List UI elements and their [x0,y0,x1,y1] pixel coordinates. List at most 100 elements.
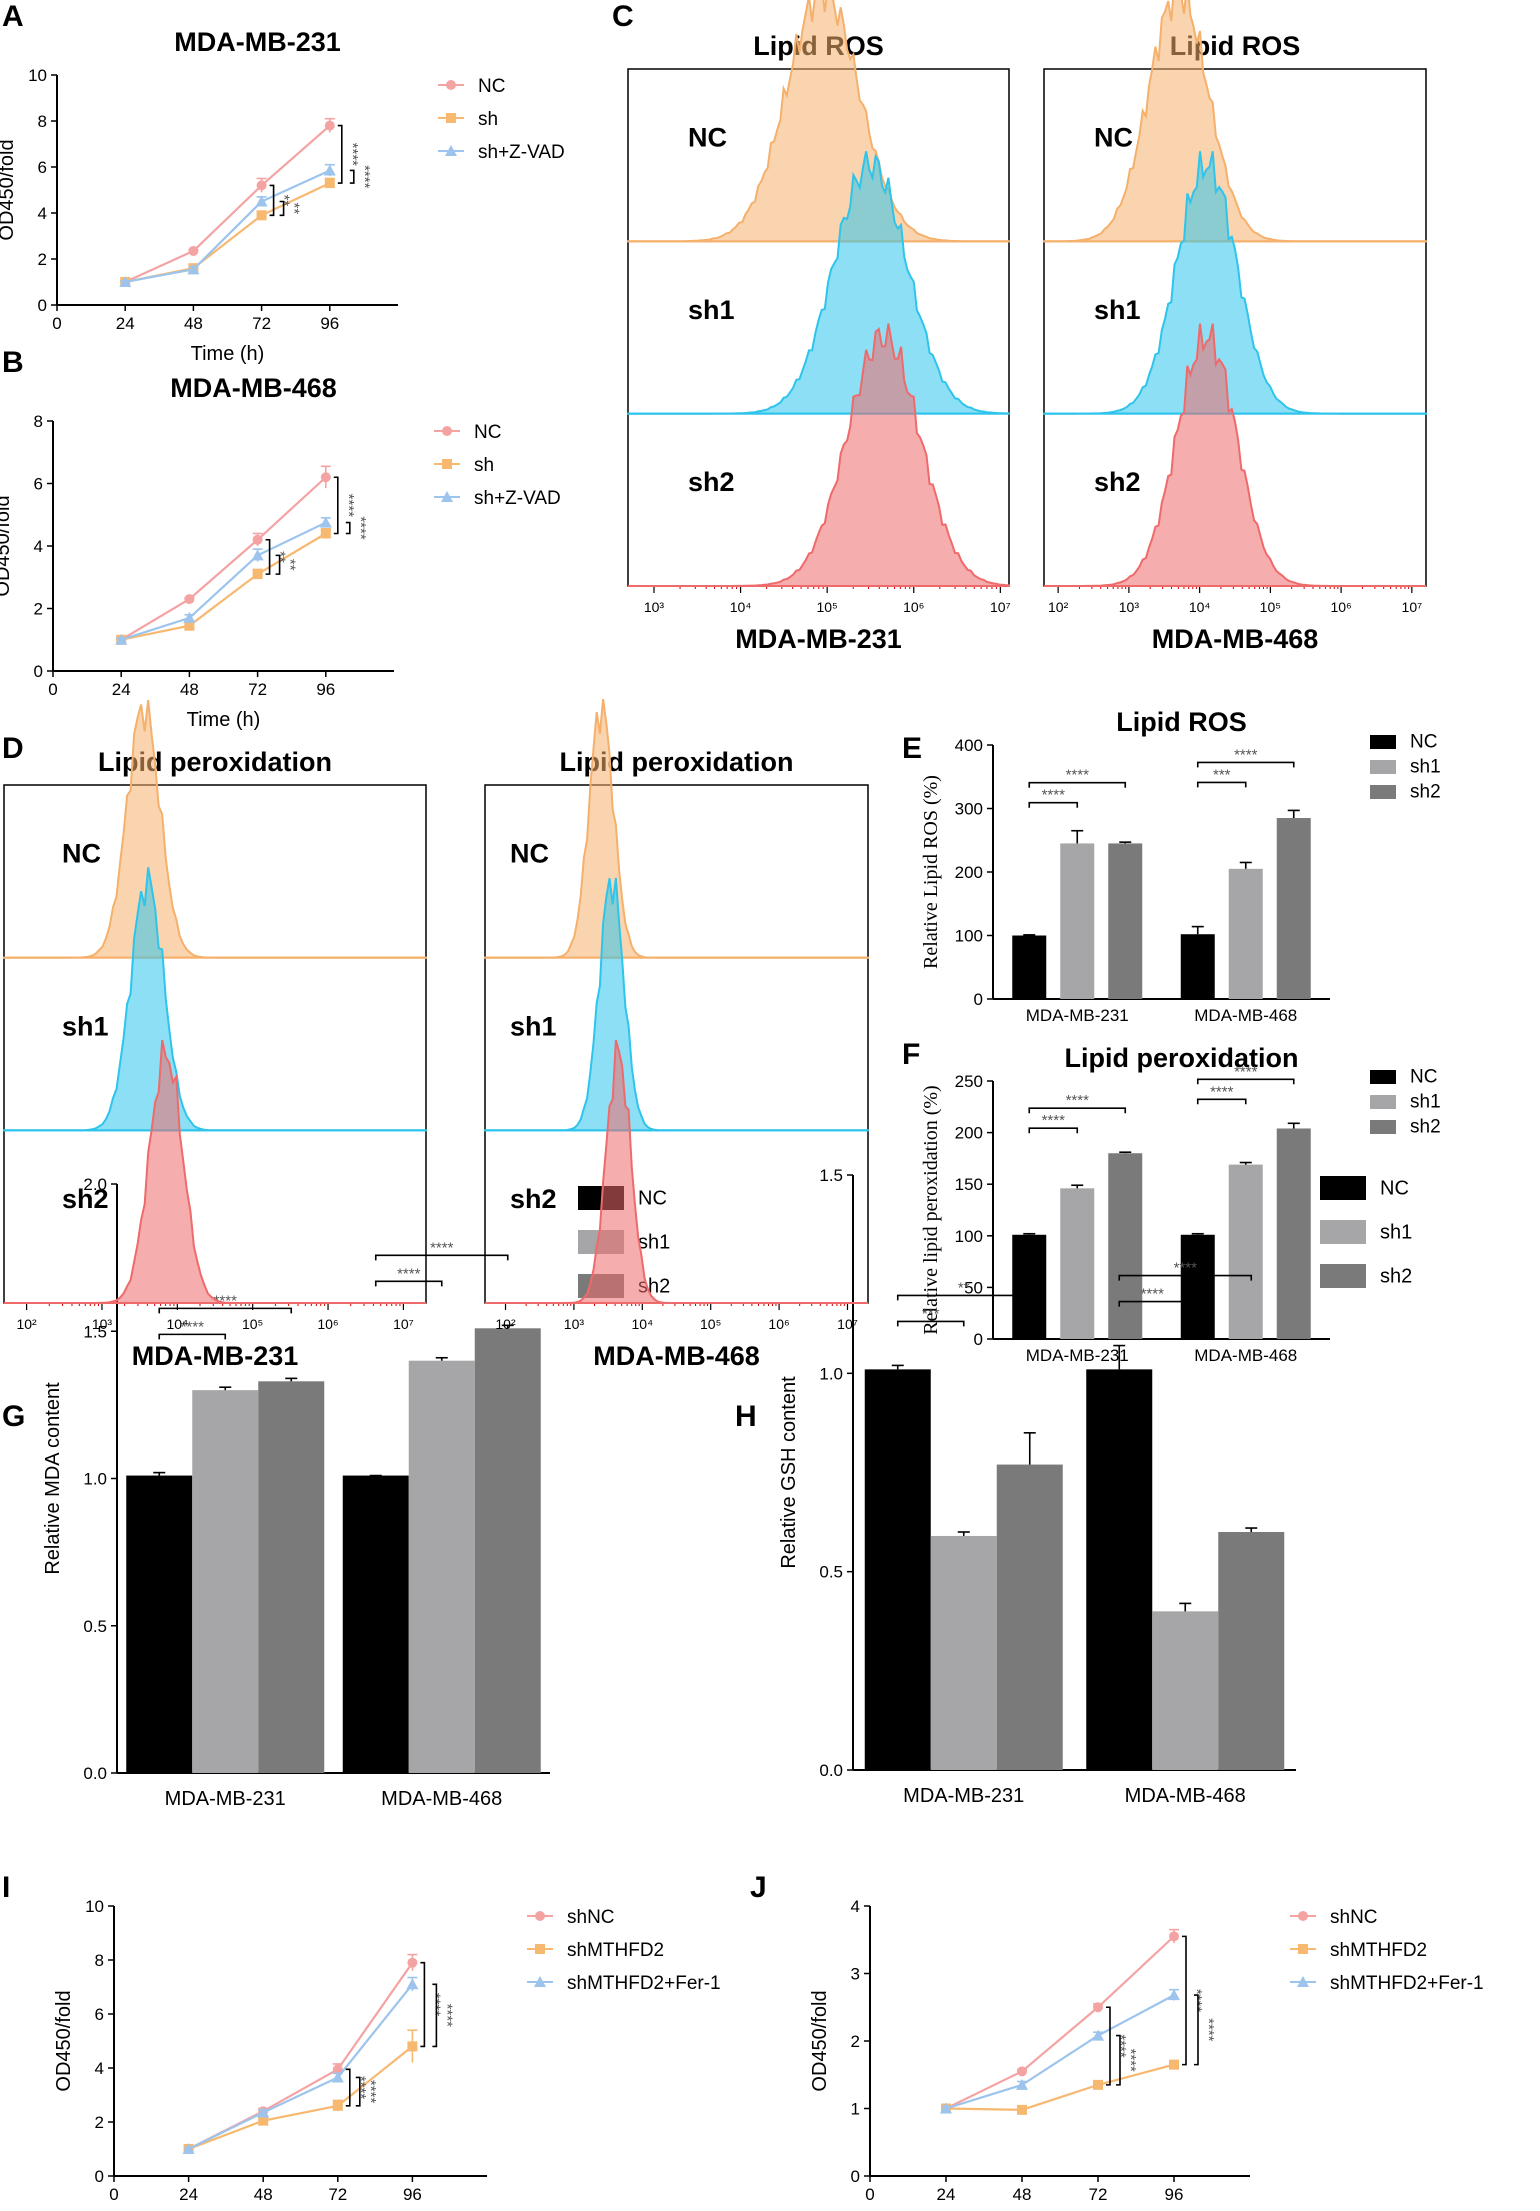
significance-label: **** [1200,2018,1217,2042]
y-tick-label: 100 [955,1227,983,1246]
y-tick-label: 1.0 [819,1364,843,1383]
legend-label: NC [1380,1178,1409,1200]
bar-sh2 [258,1381,325,1773]
x-tick-label: 10⁵ [816,599,837,615]
legend-label: sh2 [1410,781,1441,802]
legend-marker [441,491,453,502]
bar-sh1 [1228,868,1263,999]
y-tick-label: 2 [851,2032,860,2051]
legend-swatch [1320,1220,1366,1244]
bar-sh1 [1228,1164,1263,1339]
series-line [124,169,331,284]
bar-sh2 [1108,843,1143,999]
y-axis-label: Relative lipid peroxidation (%) [920,1085,942,1334]
data-point [184,620,195,631]
series-line [188,1983,414,2150]
legend-label: shNC [1330,1907,1378,1928]
bar-chart-e: Lipid ROS 0 100 200 300 400 Relative Lipid ROS… [920,707,1441,1025]
x-tick-label: 10⁶ [317,1316,338,1332]
y-axis-label: Relative GSH content [778,1376,800,1569]
series-line [120,476,327,641]
significance-bracket [896,1320,965,1327]
x-tick-label: 0 [109,2185,118,2204]
data-point [258,2115,269,2126]
legend-marker [1297,1976,1309,1987]
y-axis-label: OD450/fold [53,1990,75,2091]
data-point [187,263,200,275]
significance-bracket [1028,1107,1127,1114]
data-point [1168,1989,1180,2001]
x-tick-label: 10² [16,1316,37,1332]
panel-letter-i: I [2,1871,10,1904]
x-tick-label: 10⁵ [700,1316,721,1332]
legend-label: shMTHFD2 [567,1940,664,1961]
significance-label: ** [286,203,303,215]
y-tick-label: 200 [955,1124,983,1143]
y-tick-label: 6 [95,2005,104,2024]
series-shMTHFD2 [941,2059,1179,2115]
y-tick-label: 2 [34,600,43,619]
significance-bracket [1196,1098,1247,1105]
cell-line-label: MDA-MB-468 [593,1341,760,1371]
line-chart-j: 01234024487296Time (h)OD450/foldshNCshMT… [809,1897,1484,2204]
data-point [406,1978,419,1990]
significance-label: **** [352,516,369,540]
x-category-label: MDA-MB-231 [1026,1346,1129,1365]
legend-label: shNC [567,1907,615,1928]
legend-marker [535,1911,545,1921]
bar-chart-f: Lipid peroxidation 0 50 100 150 200 250 Relativ… [920,1043,1441,1365]
legend-label: shMTHFD2+Fer-1 [1330,1973,1484,1994]
legend-label: NC [478,76,505,97]
bar-sh1 [1060,843,1095,999]
bar-NC [1086,1369,1153,1770]
significance-label: **** [1042,1112,1066,1129]
data-point [332,2100,343,2111]
track-label: sh2 [688,467,735,497]
track-label: sh2 [510,1184,557,1214]
x-tick-label: 96 [1165,2185,1184,2204]
legend-label: sh+Z-VAD [478,142,565,163]
legend-marker [1298,1911,1308,1921]
legend-marker [442,459,452,469]
significance-bracket [1196,1078,1295,1085]
significance-label: **** [1122,2049,1139,2073]
series-line [120,521,327,641]
data-point [255,195,268,207]
series-line [945,1935,1175,2110]
x-tick-label: 24 [937,2185,956,2204]
chart-title: Lipid peroxidation [1065,1043,1299,1073]
data-point [1169,2059,1179,2070]
legend-swatch [1370,760,1396,774]
cell-line-label: MDA-MB-468 [1152,624,1319,654]
bar-sh1 [408,1360,475,1773]
significance-label: **** [214,1292,238,1309]
data-point [320,472,331,483]
histogram-NC [3,699,427,959]
track-label: NC [510,839,549,869]
bar-NC [864,1369,931,1770]
bar-NC [1180,934,1215,999]
legend-label: sh2 [1410,1116,1441,1137]
legend-label: sh [474,455,494,476]
x-tick-label: 10³ [92,1316,113,1332]
significance-label: **** [1141,1286,1165,1303]
x-tick-label: 10⁴ [730,599,752,615]
histogram-NC [627,0,1010,243]
significance-bracket [1116,2034,1121,2086]
series-line [188,1962,414,2150]
y-axis-label: Relative Lipid ROS (%) [920,775,942,969]
track-label: sh1 [1094,295,1141,325]
significance-label: ** [958,1279,970,1296]
significance-bracket [269,184,275,217]
bar-sh1 [192,1390,259,1773]
y-tick-label: 4 [851,1897,860,1916]
panel-letter-c: C [612,0,634,33]
data-point [256,180,267,191]
track-label: NC [62,839,101,869]
significance-bracket [345,2068,351,2107]
significance-bracket [1118,1274,1253,1281]
significance-label: **** [1234,1063,1258,1080]
